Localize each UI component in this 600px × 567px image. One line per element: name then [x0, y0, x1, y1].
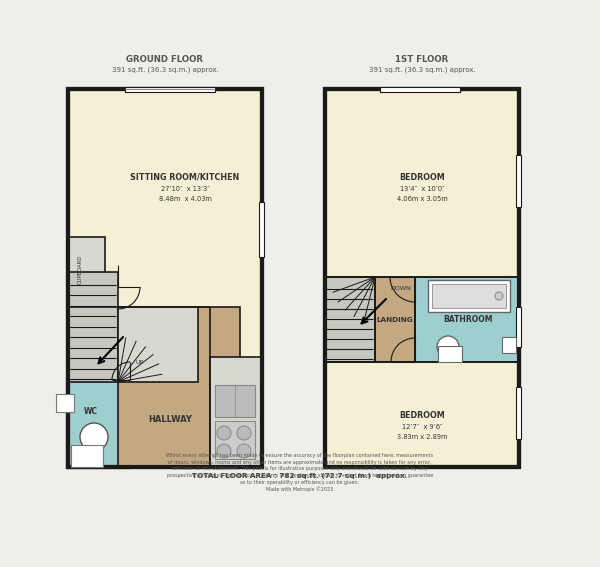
- Text: 391 sq.ft. (36.3 sq.m.) approx.: 391 sq.ft. (36.3 sq.m.) approx.: [368, 66, 475, 73]
- Text: UP: UP: [135, 359, 143, 365]
- Bar: [215, 421, 255, 459]
- Bar: [68, 89, 262, 467]
- Bar: [325, 89, 519, 467]
- Text: 27’10″  x 13’3″: 27’10″ x 13’3″: [161, 186, 209, 192]
- Bar: [68, 380, 130, 467]
- Circle shape: [437, 336, 459, 358]
- Circle shape: [80, 423, 108, 451]
- Bar: [516, 155, 521, 207]
- Bar: [438, 346, 462, 362]
- Circle shape: [237, 426, 251, 440]
- Bar: [118, 307, 240, 467]
- Text: 391 sq.ft. (36.3 sq.m.) approx.: 391 sq.ft. (36.3 sq.m.) approx.: [112, 66, 218, 73]
- Text: WC: WC: [84, 407, 98, 416]
- Bar: [325, 277, 375, 362]
- Bar: [125, 87, 215, 92]
- Text: 4.06m x 3.05m: 4.06m x 3.05m: [397, 196, 448, 202]
- Text: BEDROOM: BEDROOM: [399, 172, 445, 181]
- Bar: [415, 277, 519, 362]
- Circle shape: [495, 292, 503, 300]
- Text: BATHROOM: BATHROOM: [443, 315, 493, 324]
- Bar: [68, 237, 105, 302]
- Text: GROUND FLOOR: GROUND FLOOR: [127, 55, 203, 64]
- Bar: [432, 284, 506, 308]
- Bar: [68, 89, 262, 467]
- Bar: [516, 307, 521, 347]
- Bar: [380, 87, 460, 92]
- Bar: [325, 277, 415, 362]
- Text: LANDING: LANDING: [377, 317, 413, 323]
- Text: 1ST FLOOR: 1ST FLOOR: [395, 55, 449, 64]
- Circle shape: [217, 444, 231, 458]
- Text: DOWN: DOWN: [390, 286, 411, 291]
- Text: HALLWAY: HALLWAY: [148, 414, 192, 424]
- Text: 8.48m  x 4.03m: 8.48m x 4.03m: [158, 196, 211, 202]
- Text: SITTING ROOM/KITCHEN: SITTING ROOM/KITCHEN: [130, 172, 239, 181]
- Bar: [428, 280, 510, 312]
- Text: CUPBOARD: CUPBOARD: [77, 255, 83, 284]
- Text: BEDROOM: BEDROOM: [399, 411, 445, 420]
- Text: 3.83m x 2.89m: 3.83m x 2.89m: [397, 434, 447, 440]
- Bar: [215, 385, 255, 417]
- Bar: [516, 387, 521, 439]
- Bar: [68, 272, 118, 382]
- Bar: [118, 307, 198, 382]
- Bar: [502, 337, 516, 353]
- Text: 13’4″  x 10’0″: 13’4″ x 10’0″: [400, 186, 445, 192]
- Bar: [259, 202, 264, 257]
- Text: Whilst every attempt has been made to ensure the accuracy of the floorplan conta: Whilst every attempt has been made to en…: [166, 453, 434, 492]
- Circle shape: [217, 426, 231, 440]
- Text: TOTAL FLOOR AREA : 782 sq.ft. (72.7 sq.m.)  approx.: TOTAL FLOOR AREA : 782 sq.ft. (72.7 sq.m…: [193, 473, 407, 479]
- Bar: [71, 445, 103, 467]
- Bar: [325, 89, 519, 467]
- Bar: [210, 357, 262, 467]
- Bar: [56, 394, 74, 412]
- Text: 12’7″  x 9’6″: 12’7″ x 9’6″: [402, 424, 442, 430]
- Circle shape: [237, 444, 251, 458]
